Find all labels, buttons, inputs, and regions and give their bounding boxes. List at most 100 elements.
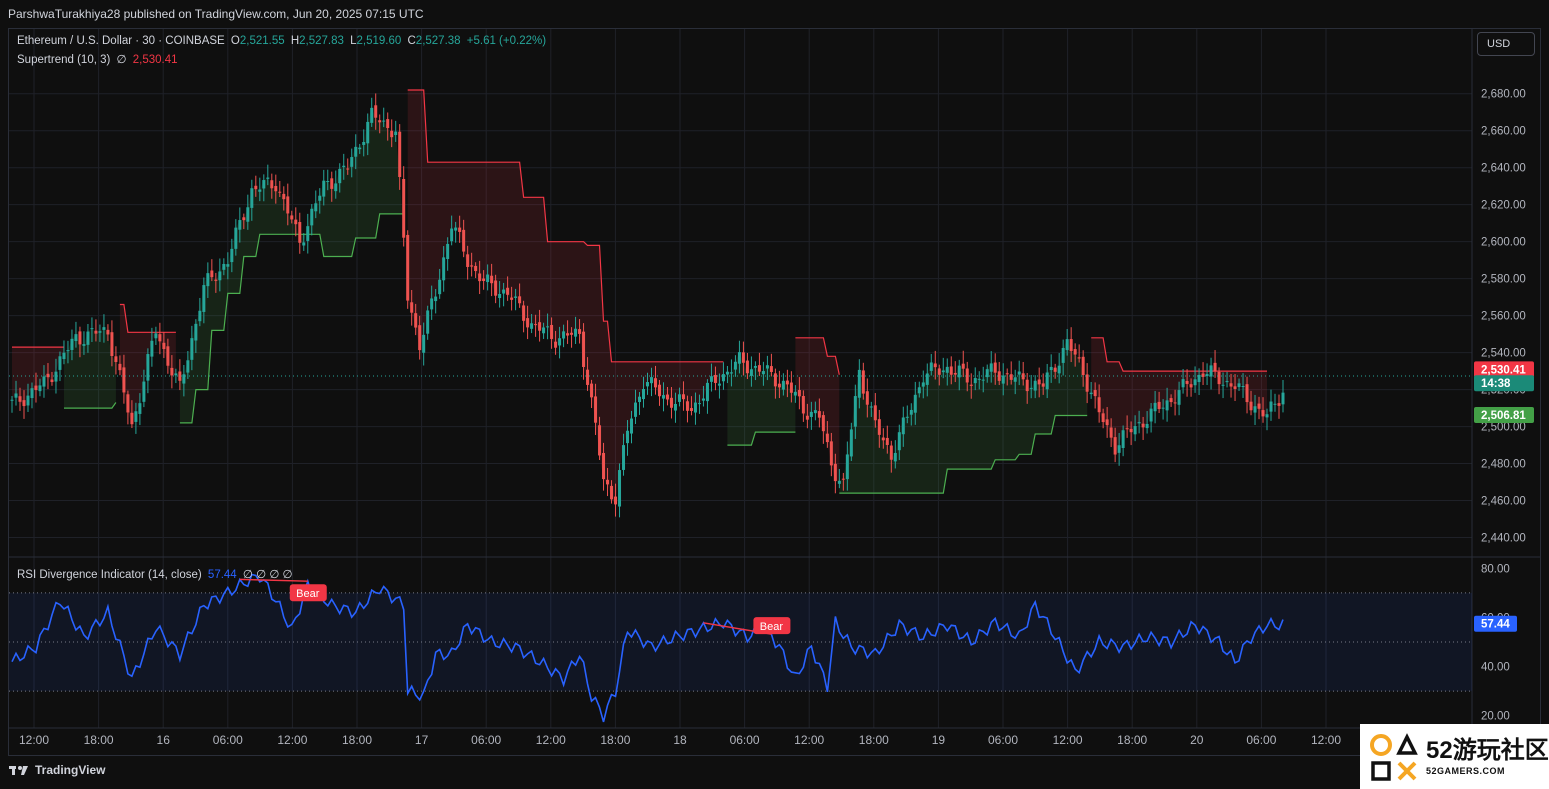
candle-body xyxy=(282,193,286,200)
candle-body xyxy=(202,285,206,312)
candle-body xyxy=(550,324,554,339)
candle-body xyxy=(669,397,673,408)
candle-body xyxy=(574,328,578,337)
chart-frame xyxy=(8,28,1541,756)
candle-body xyxy=(1221,384,1225,386)
symbol-legend: Ethereum / U.S. Dollar · 30 · COINBASE O… xyxy=(17,35,549,47)
candle-body xyxy=(857,369,861,398)
candle-body xyxy=(362,141,366,145)
price-tick-label: 2,680.00 xyxy=(1481,89,1526,101)
candle-body xyxy=(22,400,26,407)
candle-body xyxy=(773,373,777,387)
candle-body xyxy=(749,369,753,376)
candle-body xyxy=(246,207,250,222)
price-tick-label: 2,620.00 xyxy=(1481,200,1526,212)
candle-body xyxy=(162,342,166,350)
candle-body xyxy=(182,374,186,384)
candle-body xyxy=(821,415,825,432)
candle-body xyxy=(462,229,466,252)
candle-body xyxy=(50,379,54,383)
time-tick-label: 18:00 xyxy=(859,733,889,747)
time-tick-label: 12:00 xyxy=(1311,733,1341,747)
supertrend-up-price-label: 2,506.81 xyxy=(1481,410,1526,422)
candle-body xyxy=(330,178,334,189)
candle-body xyxy=(1093,390,1097,397)
candle-body xyxy=(306,226,310,241)
candle-body xyxy=(138,403,142,414)
candle-body xyxy=(993,362,997,373)
supertrend-price-label-bg xyxy=(1474,361,1534,378)
candle-body xyxy=(554,341,558,348)
candle-body xyxy=(693,402,697,413)
candle-body xyxy=(901,417,905,435)
candle-body xyxy=(458,227,462,232)
candle-body xyxy=(126,394,130,413)
currency-button[interactable]: USD xyxy=(1477,32,1535,56)
price-tick-label: 2,500.00 xyxy=(1481,422,1526,434)
rsi-value-label-bg xyxy=(1474,615,1517,632)
candle-body xyxy=(1009,374,1013,380)
candle-body xyxy=(430,298,434,310)
candle-body xyxy=(194,323,198,341)
bear-label-bg xyxy=(289,584,327,602)
price-tick-label: 2,440.00 xyxy=(1481,533,1526,545)
candle-body xyxy=(1173,402,1177,404)
candle-body xyxy=(230,248,234,263)
eye-hidden-icon[interactable]: ∅ xyxy=(116,54,127,66)
candle-body xyxy=(434,296,438,302)
candle-body xyxy=(1117,445,1121,453)
high-label: H xyxy=(290,35,300,47)
candle-body xyxy=(254,185,258,190)
time-tick-label: 06:00 xyxy=(988,733,1018,747)
candle-body xyxy=(174,373,178,376)
candle-body xyxy=(542,327,546,334)
candle-body xyxy=(981,379,985,381)
price-tick-label: 2,460.00 xyxy=(1481,496,1526,508)
candle-body xyxy=(985,369,989,378)
candle-body xyxy=(817,411,821,418)
candle-body xyxy=(841,478,845,480)
candle-body xyxy=(1229,383,1233,387)
candle-body xyxy=(350,157,354,167)
supertrend-fill xyxy=(839,339,1088,494)
candle-body xyxy=(366,121,370,144)
candle-body xyxy=(578,329,582,334)
candle-body xyxy=(46,373,50,378)
candle-body xyxy=(897,432,901,451)
candle-body xyxy=(214,279,218,281)
tradingview-logo[interactable]: TradingView xyxy=(9,763,105,777)
candle-body xyxy=(953,372,957,375)
candle-body xyxy=(266,177,270,179)
candle-body xyxy=(1125,428,1129,430)
time-tick-label: 06:00 xyxy=(213,733,243,747)
candle-body xyxy=(410,302,414,313)
candle-body xyxy=(713,374,717,383)
candle-body xyxy=(889,445,893,460)
candle-body xyxy=(721,374,725,382)
candle-body xyxy=(422,334,426,353)
rsi-legend[interactable]: RSI Divergence Indicator (14, close) 57.… xyxy=(17,567,296,581)
candle-body xyxy=(566,333,570,336)
candle-body xyxy=(785,380,789,385)
supertrend-fill xyxy=(64,327,116,409)
supertrend-line-up xyxy=(727,431,796,446)
candle-body xyxy=(18,396,22,402)
candle-body xyxy=(881,437,885,441)
candle-body xyxy=(634,402,638,417)
candle-body xyxy=(206,273,210,287)
high-value: 2,527.83 xyxy=(299,35,344,47)
candle-body xyxy=(1017,371,1021,375)
supertrend-legend[interactable]: Supertrend (10, 3) ∅ 2,530.41 xyxy=(17,52,181,66)
candle-body xyxy=(498,293,502,299)
candle-body xyxy=(494,280,498,296)
candle-body xyxy=(813,410,817,414)
candle-body xyxy=(705,382,709,402)
candle-body xyxy=(809,411,813,417)
candle-body xyxy=(114,356,118,363)
candle-body xyxy=(1077,357,1081,359)
candle-body xyxy=(997,371,1001,381)
candle-body xyxy=(1081,356,1085,376)
candle-body xyxy=(1181,379,1185,388)
candle-body xyxy=(1029,387,1033,389)
